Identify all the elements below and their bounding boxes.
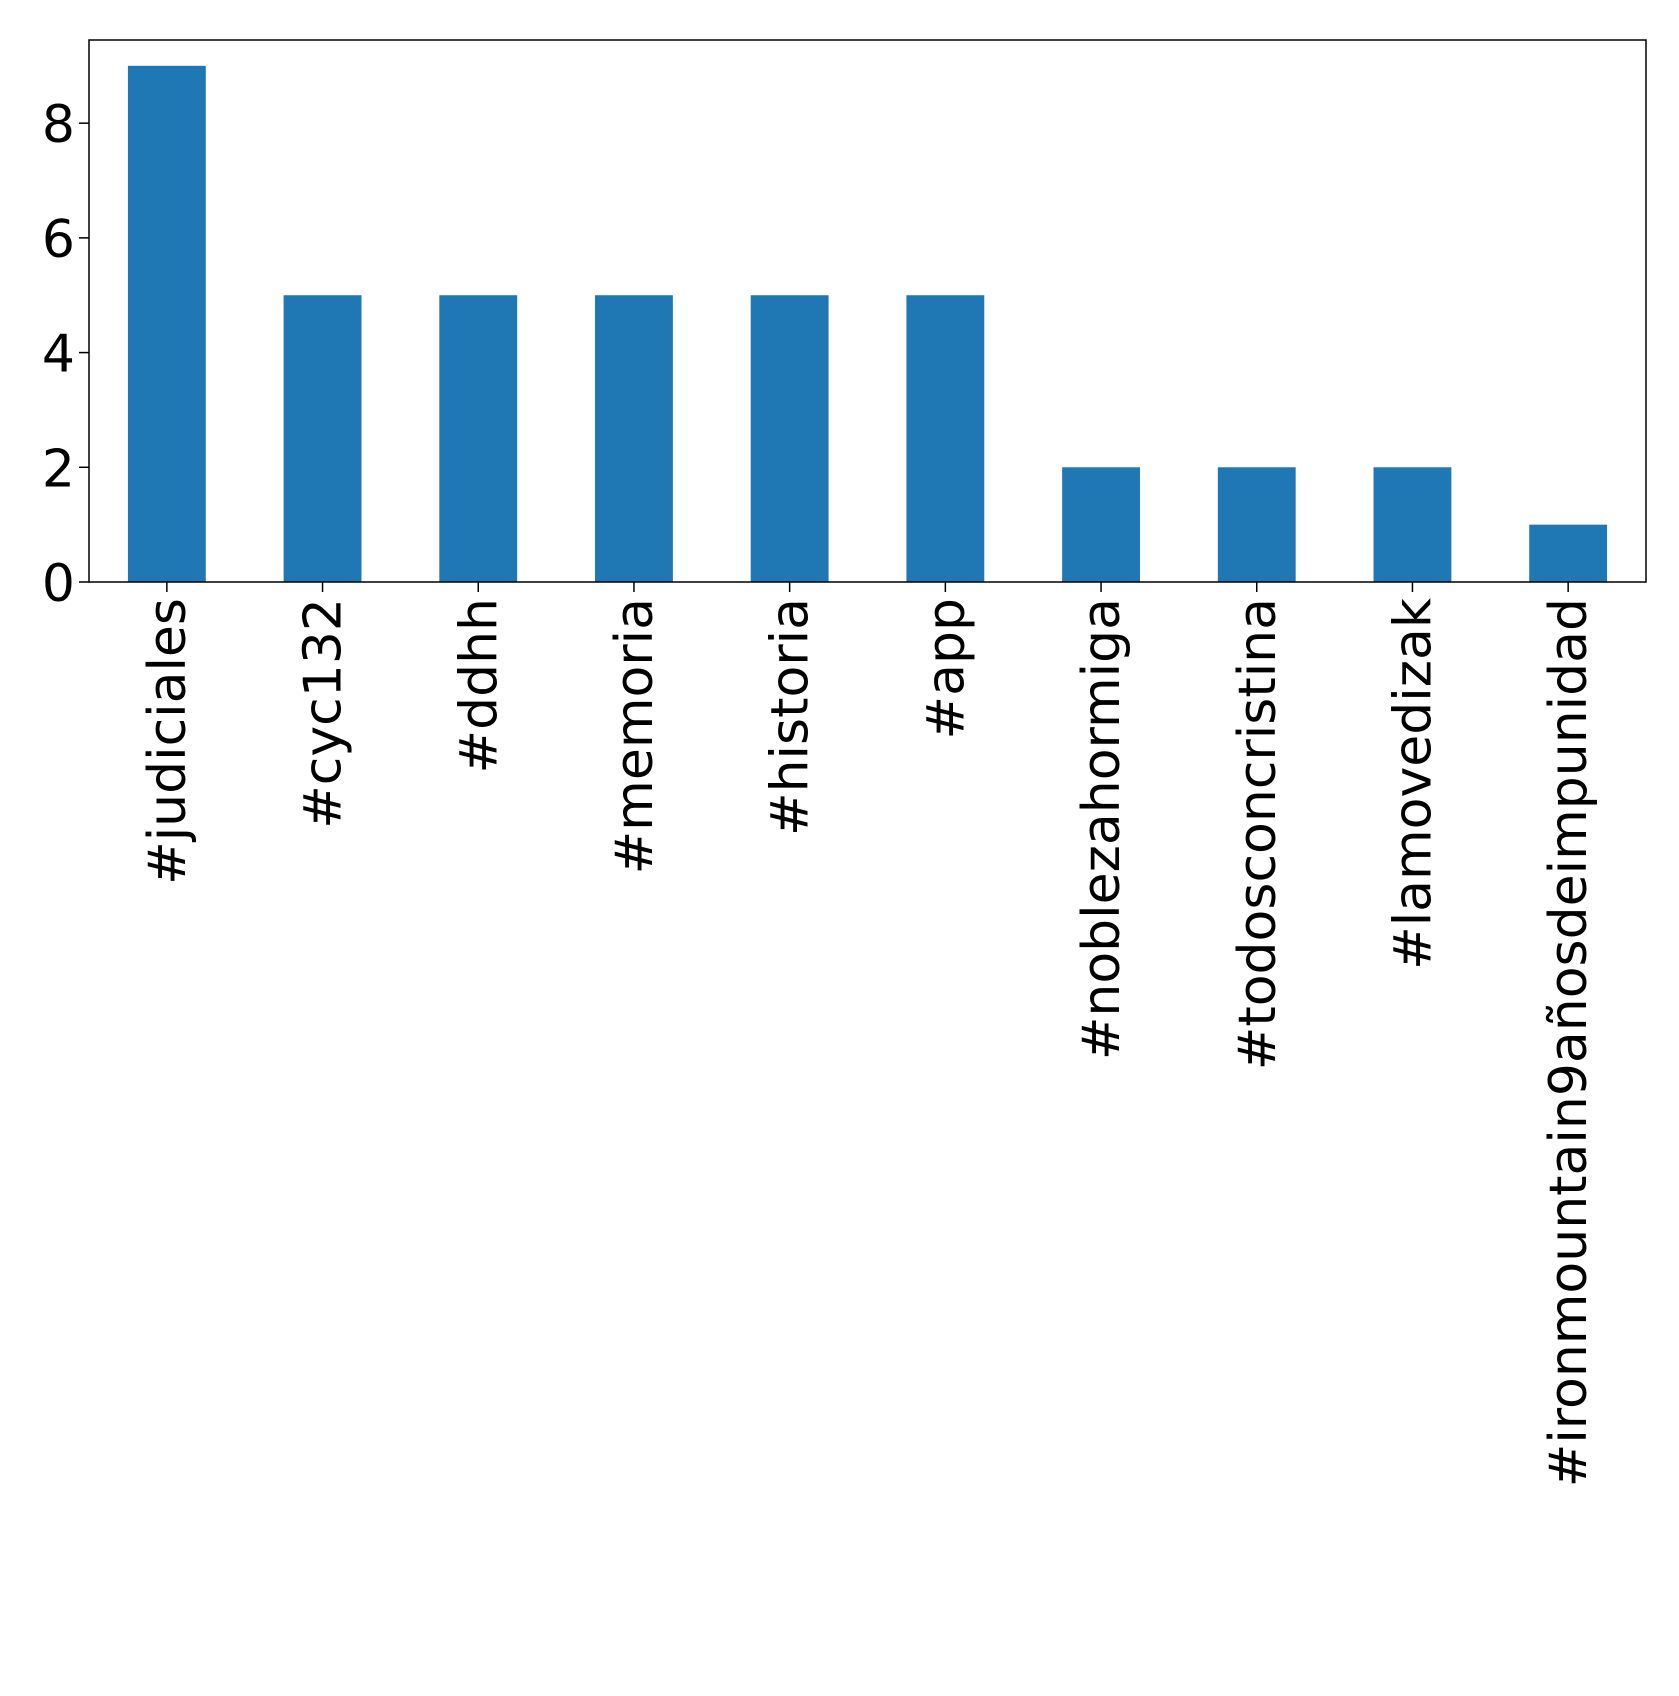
- bar-3: [595, 295, 673, 582]
- bar-4: [750, 295, 829, 582]
- x-tick-label-7: #todosconcristina: [1228, 598, 1288, 1070]
- bar-2: [439, 295, 518, 582]
- x-tick-label-6: #noblezahormiga: [1072, 598, 1132, 1060]
- x-tick-label-5: #app: [916, 598, 976, 739]
- bar-8: [1373, 467, 1452, 582]
- x-tick-label-1: #cyc132: [294, 598, 354, 829]
- bar-5: [906, 295, 985, 582]
- bar-9: [1529, 524, 1608, 582]
- x-tick-label-8: #lamovedizak: [1383, 598, 1443, 970]
- bar-6: [1062, 467, 1140, 582]
- x-tick-label-9: #ironmountain9añosdeimpunidad: [1539, 598, 1599, 1487]
- y-axis: 0 2 4 6 8: [42, 95, 89, 614]
- y-tick-label-3: 6: [42, 210, 75, 270]
- y-tick-label-0: 0: [42, 554, 75, 614]
- x-tick-label-3: #memoria: [605, 598, 665, 874]
- x-axis: #judiciales #cyc132 #ddhh #memoria #historia…: [138, 582, 1599, 1487]
- y-tick-label-4: 8: [42, 95, 75, 155]
- bar-1: [283, 295, 362, 582]
- plot-area-frame: [88, 39, 1647, 583]
- bar-0: [127, 65, 206, 583]
- bars-layer: [127, 65, 1608, 583]
- bar-7: [1217, 467, 1296, 582]
- y-tick-label-1: 2: [42, 439, 75, 499]
- x-tick-label-4: #historia: [761, 598, 821, 836]
- x-tick-label-2: #ddhh: [449, 598, 509, 774]
- y-tick-label-2: 4: [42, 325, 75, 385]
- x-tick-label-0: #judiciales: [138, 598, 198, 885]
